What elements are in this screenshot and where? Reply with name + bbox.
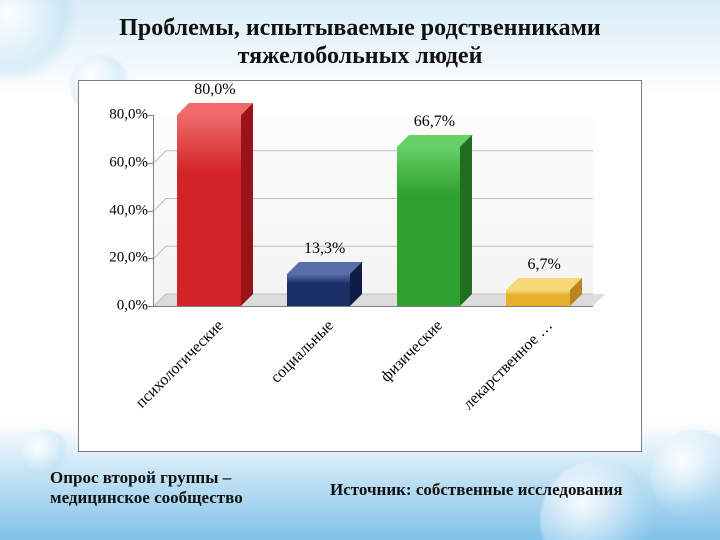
- title-line-2: тяжелобольных людей: [238, 43, 483, 69]
- bar-side: [460, 135, 472, 306]
- bar-side: [241, 103, 253, 306]
- page-title: Проблемы, испытываемые родственниками тя…: [0, 14, 720, 71]
- bar-value-label: 80,0%: [194, 81, 235, 99]
- bar-value-label: 13,3%: [304, 240, 345, 258]
- bar-value-label: 6,7%: [527, 256, 560, 274]
- bar-front: [287, 274, 351, 306]
- bar: [287, 274, 351, 306]
- category-label: физические: [378, 317, 447, 386]
- chart-plot-area: 0,0%20,0%40,0%60,0%80,0%80,0%13,3%66,7%6…: [153, 115, 593, 307]
- chart-container: 0,0%20,0%40,0%60,0%80,0%80,0%13,3%66,7%6…: [78, 80, 642, 452]
- bar-value-label: 66,7%: [414, 113, 455, 131]
- bar-front: [506, 290, 570, 306]
- bar: [397, 147, 461, 306]
- caption-right: Источник: собственные исследования: [330, 480, 623, 500]
- category-label: психологические: [132, 317, 227, 412]
- title-line-1: Проблемы, испытываемые родственниками: [119, 15, 601, 41]
- bar-front: [177, 115, 241, 306]
- bar: [177, 115, 241, 306]
- category-label: социальные: [267, 317, 337, 387]
- y-tick-mark: [148, 306, 154, 307]
- category-label: лекарственное …: [460, 317, 557, 414]
- bar: [506, 290, 570, 306]
- bar-front: [397, 147, 461, 306]
- caption-left: Опрос второй группы – медицинское сообще…: [50, 468, 320, 508]
